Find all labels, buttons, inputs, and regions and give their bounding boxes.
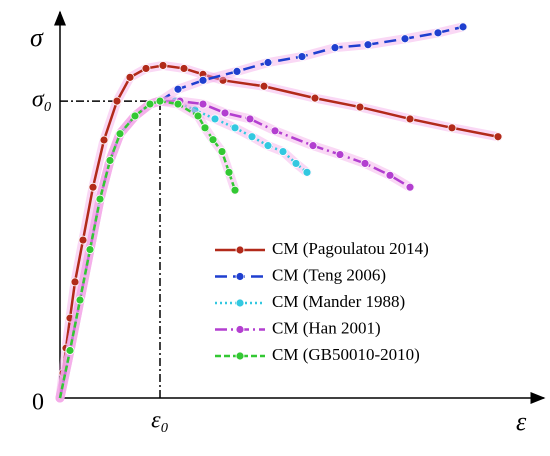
series-marker — [208, 135, 218, 145]
series-marker — [405, 182, 415, 192]
series-marker — [270, 126, 280, 136]
series-marker — [65, 313, 75, 323]
series-marker — [99, 135, 109, 145]
series-marker — [173, 84, 183, 94]
series-marker — [112, 96, 122, 106]
series-marker — [218, 75, 228, 85]
series-marker — [200, 123, 210, 133]
series-marker — [105, 156, 115, 165]
series-marker — [245, 114, 255, 124]
series-marker — [310, 93, 320, 103]
series-marker — [158, 61, 168, 70]
series-marker — [247, 132, 257, 142]
series-marker — [355, 102, 365, 112]
series-marker — [217, 147, 227, 156]
legend-marker — [235, 298, 245, 308]
series-marker — [85, 245, 95, 254]
series-marker — [78, 235, 88, 245]
legend-label: CM (Teng 2006) — [272, 265, 386, 284]
legend-marker — [235, 351, 245, 361]
series-marker — [141, 64, 151, 73]
series-marker — [130, 111, 140, 121]
series-marker — [75, 295, 85, 305]
series-marker — [220, 108, 230, 118]
legend-marker — [235, 325, 245, 334]
series-marker — [302, 167, 312, 177]
legend-label: CM (GB50010-2010) — [272, 345, 420, 364]
series-marker — [291, 159, 301, 168]
series-marker — [70, 277, 80, 287]
series-marker — [493, 132, 503, 142]
series-marker — [447, 123, 457, 133]
legend-marker — [235, 272, 245, 281]
series-marker — [458, 22, 468, 32]
legend-label: CM (Han 2001) — [272, 318, 381, 337]
series-marker — [155, 96, 165, 106]
series-marker — [198, 99, 208, 109]
series-marker — [198, 75, 208, 85]
series-marker — [433, 28, 443, 38]
series-marker — [297, 52, 307, 61]
series-line — [58, 99, 411, 399]
x-axis-label: ε — [516, 407, 527, 436]
series-marker — [405, 114, 415, 124]
series-marker — [400, 34, 410, 44]
series-marker — [360, 159, 370, 168]
series-marker — [385, 170, 395, 180]
y-tick-label: σ₀ — [32, 87, 52, 113]
series-marker — [330, 43, 340, 53]
x-tick-label: ε₀ — [151, 408, 169, 434]
series-marker — [179, 64, 189, 73]
series-marker — [230, 123, 240, 133]
series-marker — [278, 147, 288, 156]
series-marker — [125, 72, 135, 82]
series-marker — [263, 58, 273, 67]
series-marker — [230, 185, 240, 195]
legend-label: CM (Mander 1988) — [272, 292, 405, 311]
x-tick-label: 0 — [32, 390, 44, 416]
legend-marker — [235, 245, 245, 255]
series-marker — [173, 99, 183, 109]
series-marker — [335, 150, 345, 159]
series-marker — [224, 167, 234, 177]
series-marker — [145, 99, 155, 109]
series-line — [58, 25, 464, 399]
series-marker — [65, 346, 75, 355]
y-axis-label: σ — [30, 23, 44, 52]
series-marker — [193, 111, 203, 121]
series-marker — [308, 141, 318, 151]
series-line — [58, 99, 237, 399]
series-marker — [263, 141, 273, 151]
series-marker — [115, 129, 125, 139]
series-marker — [363, 40, 373, 50]
series-marker — [259, 81, 269, 91]
series-marker — [210, 114, 220, 124]
series-marker — [95, 194, 105, 204]
series-marker — [232, 67, 242, 76]
legend-label: CM (Pagoulatou 2014) — [272, 239, 429, 258]
series-marker — [88, 182, 98, 192]
